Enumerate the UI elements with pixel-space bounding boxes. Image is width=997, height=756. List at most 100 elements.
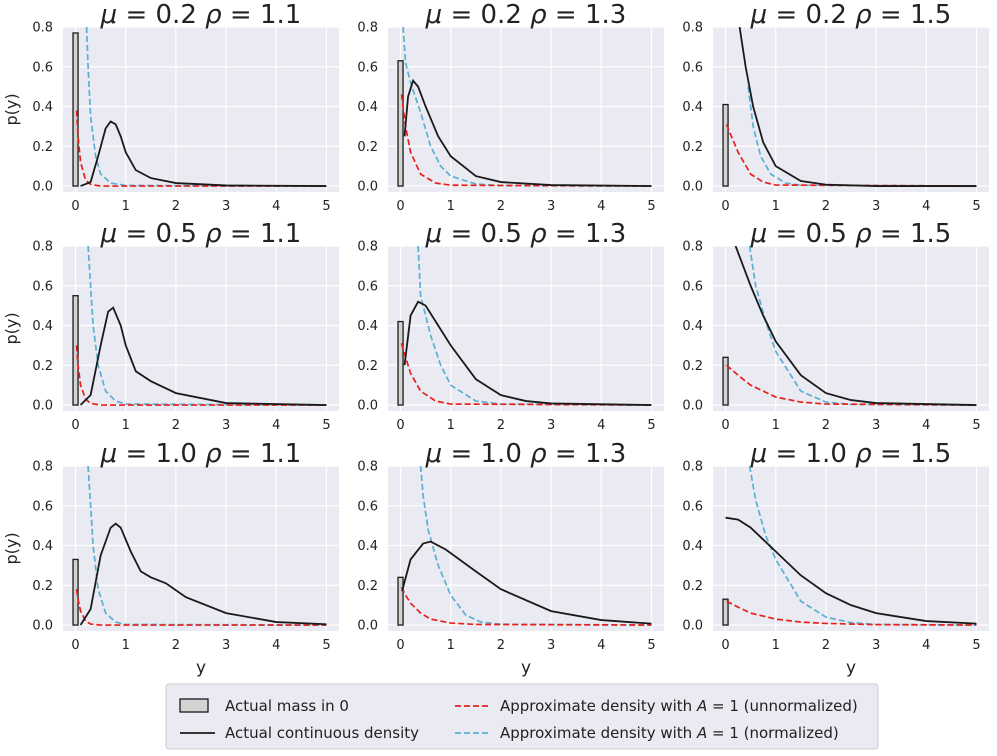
y-tick-label: 0.0: [682, 619, 703, 634]
line-normalized: [402, 27, 652, 187]
plot-area: [63, 27, 339, 192]
line-unnormalized: [725, 364, 977, 406]
panel-title: μ = 0.5 ρ = 1.3: [425, 219, 627, 249]
y-tick-label: 0.6: [357, 60, 378, 75]
plot-area: [63, 466, 339, 631]
x-tick-label: 2: [497, 199, 505, 214]
x-tick-label: 1: [122, 638, 130, 653]
x-tick-label: 1: [122, 418, 130, 433]
x-tick-label: 5: [972, 199, 980, 214]
line-normalized: [419, 466, 652, 626]
mass-bar: [722, 598, 729, 626]
y-tick-label: 0.2: [32, 140, 53, 155]
x-tick-label: 3: [547, 199, 555, 214]
y-tick-label: 0.6: [682, 60, 703, 75]
legend-swatch: [179, 698, 209, 713]
x-tick-label: 5: [647, 418, 655, 433]
line-normalized: [747, 86, 977, 187]
x-tick-label: 3: [547, 638, 555, 653]
y-tick-label: 0.8: [32, 240, 53, 255]
y-tick-label: 0.8: [682, 21, 703, 36]
line-normalized: [748, 246, 977, 406]
legend-item-unnormalized: Approximate density with A = 1 (unnormal…: [455, 697, 858, 715]
series-group: [72, 27, 327, 187]
panel-2: 0 1 2 3 4 5 0.0 0.2 0.4 0.6 0.8 μ = 0.2 ρ = 1.3: [357, 0, 664, 214]
panel-title: μ = 1.0 ρ = 1.5: [750, 439, 952, 469]
x-tick-label: 0: [396, 638, 404, 653]
line-normalized: [85, 27, 327, 187]
x-tick-label: 3: [222, 199, 230, 214]
x-tick-label: 2: [822, 418, 830, 433]
y-tick-label: 0.6: [357, 279, 378, 294]
plot-area: [713, 27, 989, 192]
mass-bar: [72, 295, 79, 406]
y-tick-label: 0.4: [682, 319, 703, 334]
x-tick-label: 3: [222, 638, 230, 653]
panel-1: 0 1 2 3 4 5 0.0 0.2 0.4 0.6 0.8 μ = 0.2 ρ = 1.1 p(y): [2, 0, 339, 214]
x-tick-label: 2: [172, 199, 180, 214]
x-tick-label: 2: [172, 638, 180, 653]
y-tick-label: 0.0: [357, 399, 378, 414]
x-tick-label: 0: [721, 199, 729, 214]
series-group: [397, 466, 652, 626]
x-tick-label: 2: [822, 638, 830, 653]
y-tick-label: 0.8: [682, 240, 703, 255]
y-tick-label: 0.0: [682, 180, 703, 195]
legend-label: Approximate density with A = 1 (normaliz…: [500, 724, 839, 742]
panel-3: 0 1 2 3 4 5 0.0 0.2 0.4 0.6 0.8 μ = 0.2 ρ = 1.5: [682, 0, 989, 214]
mass-bar: [397, 60, 404, 187]
x-tick-label: 4: [922, 199, 930, 214]
x-tick-label: 0: [721, 638, 729, 653]
line-unnormalized: [400, 586, 652, 626]
y-tick-label: 0.4: [357, 539, 378, 554]
plot-area: [713, 246, 989, 411]
line-continuous: [79, 522, 327, 626]
x-tick-label: 1: [772, 418, 780, 433]
x-tick-label: 3: [872, 199, 880, 214]
y-tick-label: 0.0: [32, 619, 53, 634]
panel-5: 0 1 2 3 4 5 0.0 0.2 0.4 0.6 0.8 μ = 0.5 ρ = 1.3: [357, 219, 664, 433]
x-tick-label: 5: [972, 418, 980, 433]
y-tick-label: 0.2: [357, 579, 378, 594]
x-axis-label: y: [196, 658, 206, 678]
panel-title: μ = 1.0 ρ = 1.3: [425, 439, 627, 469]
mass-bar: [72, 558, 79, 626]
y-tick-label: 0.6: [357, 499, 378, 514]
y-tick-label: 0.6: [32, 499, 53, 514]
y-tick-label: 0.6: [32, 60, 53, 75]
line-continuous: [403, 300, 652, 406]
x-tick-label: 5: [322, 418, 330, 433]
line-normalized: [87, 466, 327, 626]
legend: Actual mass in 0 Actual continuous densit…: [165, 683, 879, 750]
y-tick-label: 0.4: [357, 100, 378, 115]
panel-6: 0 1 2 3 4 5 0.0 0.2 0.4 0.6 0.8 μ = 0.5 ρ = 1.5: [682, 219, 989, 433]
y-tick-label: 0.6: [32, 279, 53, 294]
line-continuous: [725, 516, 977, 625]
panel-title: μ = 0.2 ρ = 1.5: [750, 0, 952, 30]
x-tick-label: 2: [172, 418, 180, 433]
legend-label: Approximate density with A = 1 (unnormal…: [500, 697, 858, 715]
line-normalized: [87, 246, 327, 406]
x-tick-label: 4: [922, 418, 930, 433]
x-tick-label: 5: [322, 199, 330, 214]
y-tick-label: 0.4: [682, 100, 703, 115]
line-unnormalized: [725, 124, 977, 187]
series-group: [72, 466, 327, 626]
y-tick-label: 0.4: [32, 100, 53, 115]
x-tick-label: 4: [272, 638, 280, 653]
x-tick-label: 5: [972, 638, 980, 653]
y-axis-label: p(y): [2, 312, 21, 344]
panel-title: μ = 0.2 ρ = 1.3: [425, 0, 627, 30]
x-tick-label: 4: [922, 638, 930, 653]
legend-box: [165, 683, 879, 750]
x-tick-label: 0: [721, 418, 729, 433]
legend-item-mass: Actual mass in 0: [179, 697, 349, 715]
plot-area: [713, 466, 989, 631]
y-tick-label: 0.0: [32, 180, 53, 195]
panel-title: μ = 0.2 ρ = 1.1: [100, 0, 302, 30]
series-group: [397, 246, 652, 406]
x-tick-label: 4: [597, 199, 605, 214]
legend-label: Actual mass in 0: [225, 697, 349, 715]
panel-title: μ = 1.0 ρ = 1.1: [100, 439, 302, 469]
